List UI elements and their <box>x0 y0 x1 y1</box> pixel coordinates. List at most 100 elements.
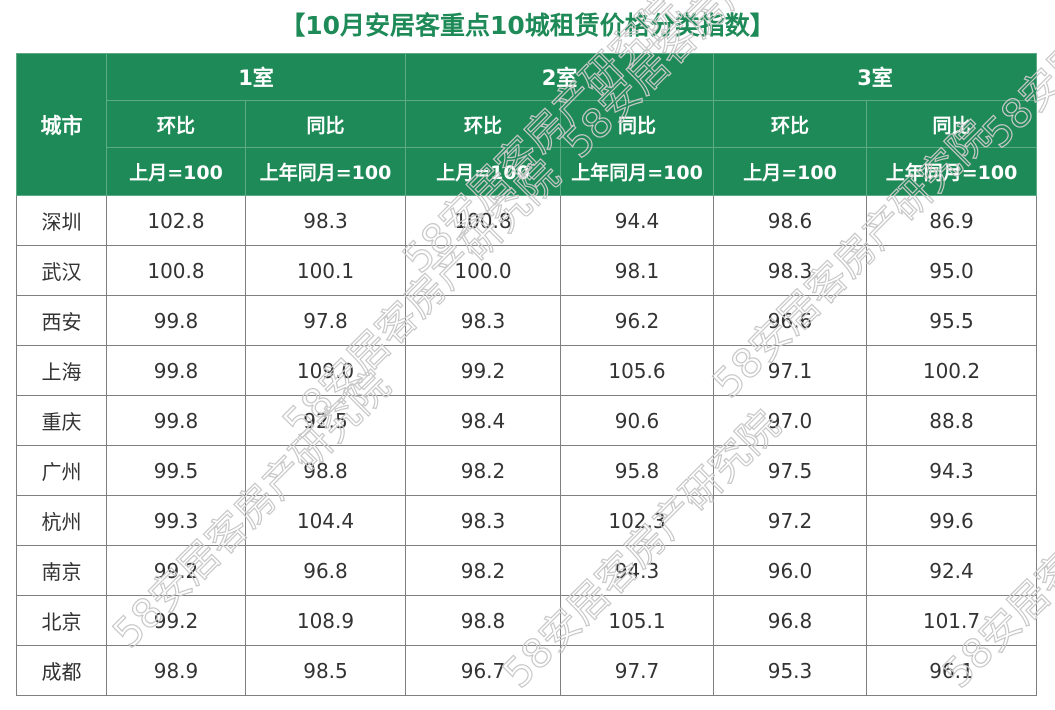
value-cell: 86.9 <box>866 195 1037 246</box>
value-cell: 95.8 <box>560 445 714 496</box>
city-cell: 武汉 <box>16 245 107 296</box>
value-cell: 96.1 <box>866 645 1037 696</box>
value-cell: 96.6 <box>713 295 867 346</box>
value-cell: 99.2 <box>106 545 246 596</box>
value-cell: 98.3 <box>245 195 406 246</box>
value-cell: 98.6 <box>713 195 867 246</box>
group-header-3room: 3室 <box>713 53 1037 101</box>
value-cell: 97.7 <box>560 645 714 696</box>
table-row: 上海 99.8 109.0 99.2 105.6 97.1 100.2 <box>16 345 1037 396</box>
value-cell: 99.6 <box>866 495 1037 546</box>
value-cell: 99.8 <box>106 345 246 396</box>
value-cell: 97.1 <box>713 345 867 396</box>
value-cell: 100.1 <box>245 245 406 296</box>
value-cell: 100.8 <box>405 195 561 246</box>
value-cell: 98.2 <box>405 445 561 496</box>
city-cell: 上海 <box>16 345 107 396</box>
value-cell: 96.0 <box>713 545 867 596</box>
value-cell: 95.3 <box>713 645 867 696</box>
city-cell: 深圳 <box>16 195 107 246</box>
city-cell: 重庆 <box>16 395 107 446</box>
value-cell: 100.0 <box>405 245 561 296</box>
value-cell: 100.2 <box>866 345 1037 396</box>
value-cell: 98.8 <box>405 595 561 646</box>
value-cell: 97.8 <box>245 295 406 346</box>
page-title: 【10月安居客重点10城租赁价格分类指数】 <box>280 11 775 40</box>
base-header-mom: 上月=100 <box>106 147 246 196</box>
table-row: 重庆 99.8 92.5 98.4 90.6 97.0 88.8 <box>16 395 1037 446</box>
table-body: 深圳 102.8 98.3 100.8 94.4 98.6 86.9 武汉 100.8 100.1… <box>16 195 1037 696</box>
city-cell: 杭州 <box>16 495 107 546</box>
value-cell: 99.8 <box>106 295 246 346</box>
value-cell: 94.3 <box>560 545 714 596</box>
metric-header-yoy: 同比 <box>560 100 714 148</box>
metric-header-mom: 环比 <box>106 100 246 148</box>
value-cell: 98.1 <box>560 245 714 296</box>
value-cell: 98.8 <box>245 445 406 496</box>
city-cell: 南京 <box>16 545 107 596</box>
value-cell: 108.9 <box>245 595 406 646</box>
base-header-mom: 上月=100 <box>713 147 867 196</box>
value-cell: 92.5 <box>245 395 406 446</box>
base-header-yoy: 上年同月=100 <box>245 147 406 196</box>
rent-index-table: 城市 1室 2室 3室 环比 同比 环比 同比 环比 同比 上月=100 上年同… <box>16 53 1037 696</box>
value-cell: 98.3 <box>405 295 561 346</box>
value-cell: 88.8 <box>866 395 1037 446</box>
value-cell: 94.3 <box>866 445 1037 496</box>
value-cell: 96.8 <box>245 545 406 596</box>
table-row: 杭州 99.3 104.4 98.3 102.3 97.2 99.6 <box>16 495 1037 546</box>
value-cell: 105.1 <box>560 595 714 646</box>
city-cell: 北京 <box>16 595 107 646</box>
table-row: 成都 98.9 98.5 96.7 97.7 95.3 96.1 <box>16 645 1037 696</box>
value-cell: 99.3 <box>106 495 246 546</box>
value-cell: 98.4 <box>405 395 561 446</box>
metric-header-yoy: 同比 <box>245 100 406 148</box>
value-cell: 105.6 <box>560 345 714 396</box>
header-row-bases: 上月=100 上年同月=100 上月=100 上年同月=100 上月=100 上… <box>17 147 1037 196</box>
table-row: 西安 99.8 97.8 98.3 96.2 96.6 95.5 <box>16 295 1037 346</box>
value-cell: 95.5 <box>866 295 1037 346</box>
table-row: 北京 99.2 108.9 98.8 105.1 96.8 101.7 <box>16 595 1037 646</box>
header-row-metrics: 环比 同比 环比 同比 环比 同比 <box>17 100 1037 148</box>
city-column-header: 城市 <box>16 53 107 196</box>
value-cell: 96.2 <box>560 295 714 346</box>
table-row: 武汉 100.8 100.1 100.0 98.1 98.3 95.0 <box>16 245 1037 296</box>
value-cell: 102.3 <box>560 495 714 546</box>
group-header-2room: 2室 <box>405 53 714 101</box>
base-header-yoy: 上年同月=100 <box>560 147 714 196</box>
metric-header-mom: 环比 <box>405 100 561 148</box>
value-cell: 102.8 <box>106 195 246 246</box>
value-cell: 98.5 <box>245 645 406 696</box>
value-cell: 97.2 <box>713 495 867 546</box>
value-cell: 104.4 <box>245 495 406 546</box>
group-header-1room: 1室 <box>106 53 406 101</box>
city-cell: 成都 <box>16 645 107 696</box>
value-cell: 94.4 <box>560 195 714 246</box>
value-cell: 99.8 <box>106 395 246 446</box>
metric-header-mom: 环比 <box>713 100 867 148</box>
value-cell: 109.0 <box>245 345 406 396</box>
metric-header-yoy: 同比 <box>866 100 1037 148</box>
value-cell: 90.6 <box>560 395 714 446</box>
table-row: 广州 99.5 98.8 98.2 95.8 97.5 94.3 <box>16 445 1037 496</box>
value-cell: 100.8 <box>106 245 246 296</box>
value-cell: 98.3 <box>405 495 561 546</box>
value-cell: 98.3 <box>713 245 867 296</box>
table-row: 深圳 102.8 98.3 100.8 94.4 98.6 86.9 <box>16 195 1037 246</box>
value-cell: 101.7 <box>866 595 1037 646</box>
header-row-room-types: 城市 1室 2室 3室 <box>16 53 1037 196</box>
value-cell: 92.4 <box>866 545 1037 596</box>
value-cell: 98.9 <box>106 645 246 696</box>
value-cell: 97.5 <box>713 445 867 496</box>
city-cell: 广州 <box>16 445 107 496</box>
value-cell: 96.8 <box>713 595 867 646</box>
value-cell: 99.2 <box>405 345 561 396</box>
value-cell: 99.2 <box>106 595 246 646</box>
value-cell: 95.0 <box>866 245 1037 296</box>
value-cell: 98.2 <box>405 545 561 596</box>
base-header-yoy: 上年同月=100 <box>866 147 1037 196</box>
table-row: 南京 99.2 96.8 98.2 94.3 96.0 92.4 <box>16 545 1037 596</box>
value-cell: 99.5 <box>106 445 246 496</box>
base-header-mom: 上月=100 <box>405 147 561 196</box>
value-cell: 96.7 <box>405 645 561 696</box>
